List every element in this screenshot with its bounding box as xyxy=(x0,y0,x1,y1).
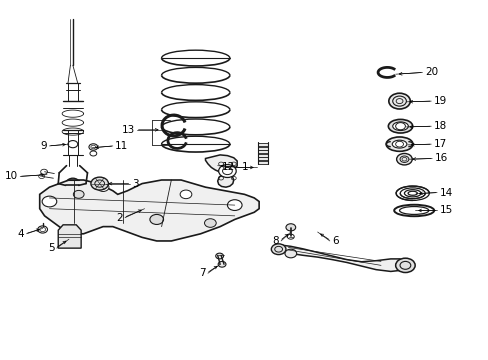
FancyBboxPatch shape xyxy=(258,161,267,164)
Text: 18: 18 xyxy=(433,121,446,131)
Ellipse shape xyxy=(387,120,412,133)
Circle shape xyxy=(42,196,57,207)
Circle shape xyxy=(97,183,109,192)
FancyBboxPatch shape xyxy=(258,154,267,157)
Text: 9: 9 xyxy=(41,141,47,151)
Polygon shape xyxy=(205,155,237,187)
Text: 10: 10 xyxy=(4,171,18,181)
Polygon shape xyxy=(40,180,259,241)
FancyBboxPatch shape xyxy=(258,157,267,160)
Circle shape xyxy=(227,200,242,211)
Text: 4: 4 xyxy=(18,229,24,239)
Text: 19: 19 xyxy=(433,96,446,106)
Text: 7: 7 xyxy=(199,268,205,278)
Circle shape xyxy=(41,169,47,174)
Circle shape xyxy=(285,249,296,258)
Text: 11: 11 xyxy=(115,141,128,151)
Text: 8: 8 xyxy=(271,236,278,246)
Text: 16: 16 xyxy=(434,153,447,163)
Circle shape xyxy=(215,253,223,259)
Text: 15: 15 xyxy=(439,206,452,216)
Text: 3: 3 xyxy=(132,179,139,189)
Text: 13: 13 xyxy=(122,125,135,135)
Circle shape xyxy=(66,178,79,188)
Polygon shape xyxy=(58,225,81,248)
Circle shape xyxy=(388,93,409,109)
Circle shape xyxy=(180,190,191,199)
Circle shape xyxy=(68,140,78,148)
Text: 5: 5 xyxy=(48,243,54,253)
Circle shape xyxy=(91,177,108,190)
Text: 14: 14 xyxy=(439,188,452,198)
Text: 20: 20 xyxy=(424,67,437,77)
Circle shape xyxy=(73,190,84,198)
FancyBboxPatch shape xyxy=(258,143,267,146)
Circle shape xyxy=(218,165,236,177)
Text: 1: 1 xyxy=(242,162,248,172)
Text: 2: 2 xyxy=(116,213,122,222)
Text: 12: 12 xyxy=(221,162,234,172)
FancyBboxPatch shape xyxy=(258,150,267,153)
Circle shape xyxy=(150,215,163,225)
Circle shape xyxy=(271,244,285,255)
Text: 6: 6 xyxy=(331,236,338,246)
Circle shape xyxy=(395,258,414,273)
Circle shape xyxy=(38,226,47,233)
Polygon shape xyxy=(274,245,407,271)
Ellipse shape xyxy=(392,122,407,131)
Circle shape xyxy=(89,144,98,150)
Circle shape xyxy=(285,224,295,231)
Circle shape xyxy=(39,174,44,179)
Ellipse shape xyxy=(391,140,406,148)
FancyBboxPatch shape xyxy=(258,147,267,149)
Ellipse shape xyxy=(386,137,412,151)
Text: 17: 17 xyxy=(433,139,446,149)
Circle shape xyxy=(204,219,216,227)
Circle shape xyxy=(218,261,225,267)
Circle shape xyxy=(396,153,411,165)
Circle shape xyxy=(90,151,97,156)
